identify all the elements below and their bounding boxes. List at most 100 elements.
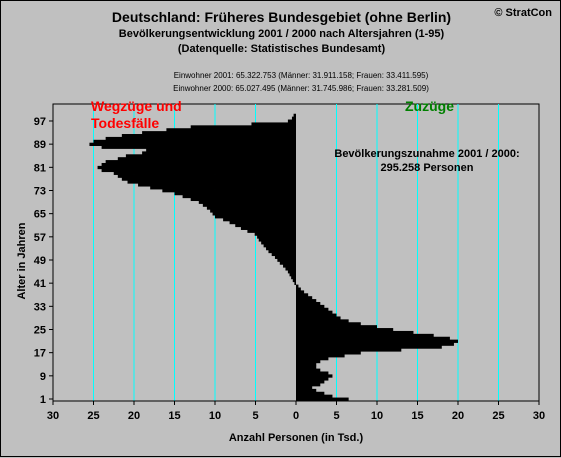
bar-age-88 bbox=[101, 145, 296, 149]
bar-age-75 bbox=[138, 183, 296, 187]
bar-age-77 bbox=[121, 177, 296, 181]
bar-age-58 bbox=[254, 232, 296, 236]
chart-title: Deutschland: Früheres Bundesgebiet (ohne… bbox=[111, 9, 452, 25]
bar-age-7 bbox=[296, 380, 325, 384]
bar-age-35 bbox=[296, 299, 317, 303]
x-tick-label: 20 bbox=[452, 410, 464, 422]
bar-age-81 bbox=[97, 165, 296, 170]
bar-age-36 bbox=[296, 296, 313, 300]
bar-age-95 bbox=[190, 125, 296, 129]
y-tick-label: 33 bbox=[34, 301, 46, 313]
bar-age-9 bbox=[296, 374, 333, 378]
bar-age-27 bbox=[296, 322, 361, 326]
bar-age-22 bbox=[296, 336, 450, 341]
bar-age-66 bbox=[210, 209, 296, 213]
y-tick-label: 1 bbox=[40, 394, 46, 406]
bar-age-11 bbox=[296, 368, 321, 372]
x-tick-label: 0 bbox=[293, 410, 299, 422]
bar-age-57 bbox=[257, 235, 296, 239]
bar-age-80 bbox=[101, 168, 296, 173]
bar-age-71 bbox=[182, 194, 296, 199]
x-tick-label: 20 bbox=[128, 410, 140, 422]
bar-age-40 bbox=[296, 284, 299, 288]
bar-age-24 bbox=[296, 330, 414, 335]
y-tick-label: 97 bbox=[34, 116, 46, 128]
bar-age-3 bbox=[296, 391, 325, 396]
bar-age-84 bbox=[117, 157, 296, 161]
bar-age-89 bbox=[89, 142, 296, 146]
y-tick-label: 65 bbox=[34, 209, 46, 221]
bar-age-90 bbox=[93, 139, 296, 144]
bar-age-16 bbox=[296, 354, 345, 358]
bar-age-99 bbox=[293, 113, 296, 118]
bar-age-43 bbox=[291, 275, 296, 280]
bar-age-28 bbox=[296, 319, 349, 323]
bar-age-13 bbox=[296, 362, 317, 367]
bar-age-34 bbox=[296, 301, 321, 306]
bar-age-97 bbox=[287, 119, 296, 123]
annotation-loss-line1: Wegzüge und bbox=[91, 98, 182, 114]
bar-age-72 bbox=[174, 191, 296, 196]
copyright: © StratCon bbox=[494, 7, 552, 19]
x-axis-label: Anzahl Personen (in Tsd.) bbox=[229, 432, 364, 444]
annotation-loss-line2: Todesfälle bbox=[91, 115, 159, 131]
bar-age-92 bbox=[121, 134, 296, 138]
bar-age-49 bbox=[277, 258, 296, 262]
bar-age-41 bbox=[294, 281, 296, 286]
bar-age-87 bbox=[146, 148, 296, 152]
data-source: (Datenquelle: Statistisches Bundesamt) bbox=[177, 43, 386, 55]
bar-age-93 bbox=[142, 131, 296, 135]
x-tick-label: 10 bbox=[209, 410, 221, 422]
x-tick-label: 25 bbox=[87, 410, 99, 422]
bar-age-18 bbox=[296, 348, 402, 352]
bar-age-38 bbox=[296, 290, 305, 294]
bar-age-12 bbox=[296, 365, 317, 369]
bar-age-53 bbox=[266, 246, 296, 251]
y-tick-label: 17 bbox=[34, 348, 46, 360]
bar-age-83 bbox=[105, 160, 297, 164]
y-tick-label: 25 bbox=[34, 324, 46, 336]
bar-age-19 bbox=[296, 345, 442, 349]
x-tick-label: 5 bbox=[252, 410, 258, 422]
bar-age-33 bbox=[296, 304, 325, 309]
bar-age-82 bbox=[101, 162, 296, 167]
bar-age-85 bbox=[125, 154, 297, 158]
x-tick-label: 10 bbox=[371, 410, 383, 422]
bar-age-32 bbox=[296, 307, 329, 312]
bar-age-98 bbox=[291, 116, 296, 120]
bar-age-48 bbox=[279, 261, 296, 265]
bar-age-5 bbox=[296, 385, 313, 390]
bar-age-79 bbox=[113, 171, 296, 175]
x-tick-label: 15 bbox=[168, 410, 180, 422]
annotation-gain: Zuzüge bbox=[405, 98, 454, 114]
bar-age-76 bbox=[127, 180, 297, 184]
bar-age-26 bbox=[296, 325, 377, 329]
bar-age-94 bbox=[166, 128, 296, 132]
bar-age-61 bbox=[235, 223, 296, 228]
bar-age-17 bbox=[296, 351, 361, 355]
x-tick-label: 30 bbox=[47, 410, 59, 422]
bar-age-47 bbox=[283, 264, 296, 268]
bar-age-78 bbox=[117, 174, 296, 178]
bar-age-44 bbox=[289, 273, 296, 277]
bar-age-65 bbox=[212, 212, 296, 216]
bar-age-20 bbox=[296, 342, 454, 346]
bar-age-6 bbox=[296, 383, 321, 387]
bar-age-51 bbox=[271, 252, 296, 257]
bar-age-21 bbox=[296, 339, 458, 343]
bar-age-55 bbox=[261, 241, 296, 245]
chart-subtitle: Bevölkerungsentwicklung 2001 / 2000 nach… bbox=[118, 28, 445, 40]
y-tick-label: 57 bbox=[34, 232, 46, 244]
bar-age-62 bbox=[229, 220, 296, 225]
bar-age-70 bbox=[190, 197, 296, 202]
bar-age-54 bbox=[263, 244, 296, 248]
x-tick-label: 25 bbox=[492, 410, 504, 422]
y-tick-label: 81 bbox=[34, 162, 46, 174]
bar-age-10 bbox=[296, 371, 329, 375]
bar-age-64 bbox=[215, 215, 296, 219]
bar-age-25 bbox=[296, 328, 394, 332]
bar-age-73 bbox=[162, 189, 296, 193]
bar-age-50 bbox=[274, 255, 296, 259]
